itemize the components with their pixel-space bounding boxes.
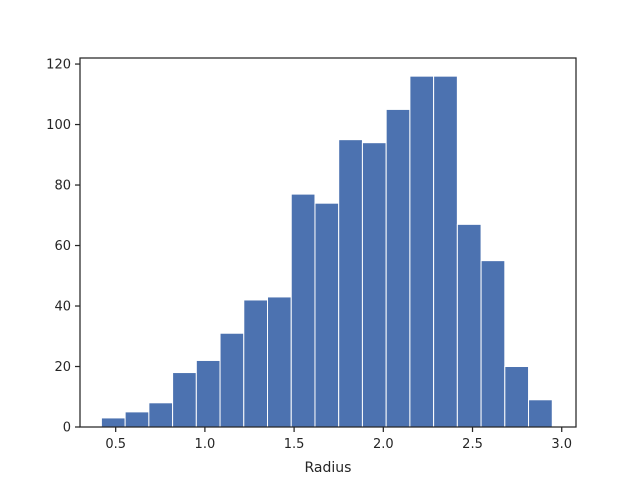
y-tick-label: 80	[54, 179, 71, 194]
histogram-bar	[267, 296, 292, 428]
histogram-bar	[195, 359, 221, 428]
histogram-bar	[148, 402, 174, 428]
histogram-bar	[528, 399, 553, 428]
y-axis-ticks: 0 20 40 60 80 100 120	[46, 58, 80, 436]
histogram-bar	[124, 411, 150, 428]
x-tick-label: 1.5	[284, 437, 305, 452]
histogram-bar	[243, 299, 269, 428]
histogram-bars	[100, 75, 553, 428]
histogram-bar	[219, 332, 245, 428]
histogram-bar	[433, 75, 458, 428]
histogram-bar	[480, 260, 506, 428]
histogram-bar	[314, 202, 340, 428]
histogram-bar	[100, 417, 126, 428]
plot-frame	[79, 57, 577, 428]
x-axis-ticks: 0.5 1.0 1.5 2.0 2.5 3.0	[105, 427, 572, 452]
x-tick-label: 2.5	[462, 437, 483, 452]
y-tick-label: 20	[54, 360, 71, 375]
x-tick-label: 2.0	[373, 437, 394, 452]
y-tick-label: 100	[46, 118, 71, 133]
x-tick-label: 0.5	[105, 437, 126, 452]
histogram-bar	[338, 139, 363, 428]
x-axis-label: Radius	[305, 460, 352, 476]
y-tick-label: 40	[54, 300, 71, 315]
histogram-bar	[456, 223, 482, 428]
histogram-bar	[504, 366, 530, 428]
y-tick-label: 0	[63, 421, 71, 436]
histogram-bar	[385, 108, 411, 428]
histogram-bar	[290, 193, 316, 428]
y-tick-label: 60	[54, 239, 71, 254]
x-tick-label: 1.0	[195, 437, 216, 452]
histogram-bar	[172, 372, 197, 428]
x-tick-label: 3.0	[551, 437, 572, 452]
histogram-bar	[409, 75, 435, 428]
histogram-bar	[361, 142, 387, 428]
y-tick-label: 120	[46, 58, 71, 73]
